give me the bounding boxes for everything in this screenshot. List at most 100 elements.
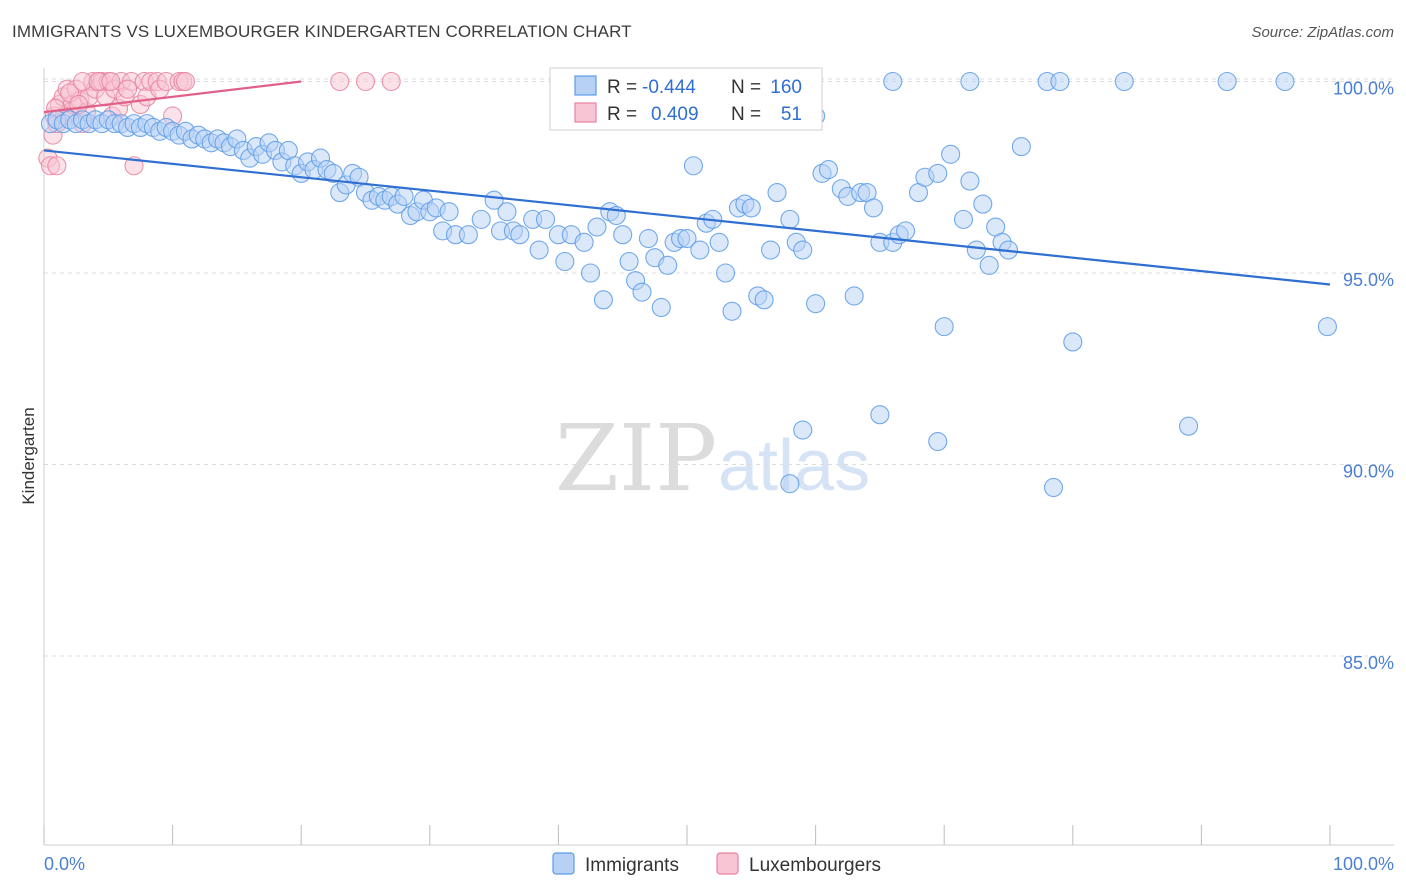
- immigrants-point: [960, 71, 980, 92]
- immigrants-point: [619, 251, 639, 272]
- immigrants-point: [677, 228, 697, 249]
- immigrants-point: [928, 431, 948, 452]
- immigrants-points: [40, 71, 1337, 498]
- immigrants-point: [632, 282, 652, 302]
- immigrants-point: [587, 217, 607, 237]
- luxembourgers-point: [101, 71, 121, 92]
- immigrants-point: [323, 163, 343, 183]
- stats-n-label-pink: N =: [731, 104, 761, 125]
- luxembourgers-point: [330, 71, 350, 92]
- stats-r-value-blue: -0.444: [642, 77, 696, 98]
- source-credit: Source: ZipAtlas.com: [1251, 24, 1394, 41]
- immigrants-point: [658, 255, 678, 275]
- immigrants-point: [510, 225, 530, 245]
- immigrants-point: [793, 240, 813, 260]
- y-tick-label: 100.0%: [1333, 79, 1394, 99]
- immigrants-point: [1217, 71, 1237, 92]
- immigrants-trend-line: [43, 149, 1331, 286]
- immigrants-point: [973, 194, 993, 214]
- immigrants-point: [806, 294, 826, 314]
- x-tick-label-min: 0.0%: [44, 854, 85, 874]
- immigrants-point: [928, 163, 948, 183]
- luxembourgers-point: [355, 71, 376, 92]
- immigrants-point: [883, 71, 903, 92]
- chart-title: IMMIGRANTS VS LUXEMBOURGER KINDERGARTEN …: [12, 22, 632, 41]
- immigrants-point: [966, 240, 986, 260]
- immigrants-point: [580, 263, 601, 283]
- immigrants-point: [960, 171, 980, 191]
- immigrants-point: [818, 160, 839, 180]
- stats-n-value-blue: 160: [770, 77, 802, 98]
- immigrants-point: [593, 290, 613, 310]
- immigrants-point: [1011, 137, 1031, 157]
- y-axis-title: Kindergarten: [19, 407, 38, 504]
- legend-label-immigrants: Immigrants: [585, 855, 679, 876]
- y-tick-label: 90.0%: [1343, 462, 1394, 482]
- immigrants-point: [941, 144, 961, 164]
- immigrants-point: [780, 209, 800, 229]
- x-tick-label-max: 100.0%: [1333, 854, 1394, 874]
- immigrants-point: [638, 228, 658, 249]
- y-tick-label: 85.0%: [1343, 653, 1394, 673]
- legend-swatch-luxembourgers: [716, 852, 739, 875]
- luxembourgers-point: [118, 79, 138, 99]
- stats-legend: R = -0.444 N = 160 R = 0.409 N = 51: [549, 67, 823, 131]
- immigrants-point: [1043, 477, 1064, 498]
- immigrants-point: [651, 297, 671, 318]
- immigrants-point: [761, 240, 781, 260]
- luxembourgers-point: [175, 71, 196, 92]
- immigrants-point: [683, 156, 703, 176]
- immigrants-point: [535, 209, 556, 229]
- stats-legend-swatch-blue: [574, 75, 597, 96]
- immigrants-point: [934, 317, 954, 337]
- immigrants-point: [1050, 71, 1070, 92]
- immigrants-point: [716, 263, 736, 283]
- immigrants-point: [979, 255, 999, 275]
- immigrants-point: [613, 225, 633, 245]
- immigrants-point: [690, 240, 710, 260]
- stats-n-value-pink: 51: [781, 104, 802, 125]
- immigrants-point: [870, 405, 890, 425]
- stats-r-value-pink: 0.409: [651, 104, 699, 125]
- immigrants-point: [574, 232, 594, 252]
- immigrants-point: [741, 198, 761, 218]
- immigrants-point: [844, 286, 864, 306]
- watermark-atlas: atlas: [718, 426, 870, 506]
- stats-r-label-pink: R =: [607, 104, 637, 125]
- immigrants-point: [1275, 71, 1295, 92]
- legend-label-luxembourgers: Luxembourgers: [749, 855, 881, 876]
- luxembourgers-point: [381, 71, 401, 92]
- luxembourgers-point: [47, 156, 67, 176]
- axes: 100.0% 95.0% 90.0% 85.0%: [43, 68, 1394, 846]
- y-tick-label: 95.0%: [1343, 270, 1394, 290]
- immigrants-point: [439, 202, 459, 222]
- immigrants-point: [709, 232, 729, 252]
- immigrants-point: [1063, 332, 1083, 352]
- immigrants-point: [722, 301, 742, 321]
- luxembourgers-trend-line: [43, 80, 302, 114]
- immigrants-point: [555, 251, 575, 272]
- immigrants-point: [471, 209, 491, 229]
- stats-n-label-blue: N =: [731, 77, 761, 98]
- stats-r-label-blue: R =: [607, 77, 637, 98]
- immigrants-point: [754, 290, 774, 310]
- immigrants-point: [497, 202, 517, 222]
- immigrants-point: [780, 474, 800, 494]
- immigrants-point: [1114, 71, 1134, 92]
- immigrants-point: [793, 420, 813, 440]
- legend-swatch-immigrants: [552, 852, 575, 875]
- immigrants-point: [458, 225, 478, 245]
- immigrants-point: [767, 183, 787, 203]
- immigrants-point: [484, 190, 504, 210]
- immigrants-point: [863, 198, 884, 218]
- trend-lines: [43, 80, 1331, 286]
- immigrants-point: [1317, 317, 1337, 337]
- watermark-zip: ZIP: [555, 405, 717, 512]
- immigrants-point: [896, 221, 916, 241]
- stats-legend-swatch-pink: [574, 102, 597, 123]
- series-legend: Immigrants Luxembourgers: [552, 852, 881, 876]
- immigrants-point: [1178, 416, 1199, 436]
- immigrants-point: [394, 186, 414, 206]
- immigrants-point: [953, 209, 974, 229]
